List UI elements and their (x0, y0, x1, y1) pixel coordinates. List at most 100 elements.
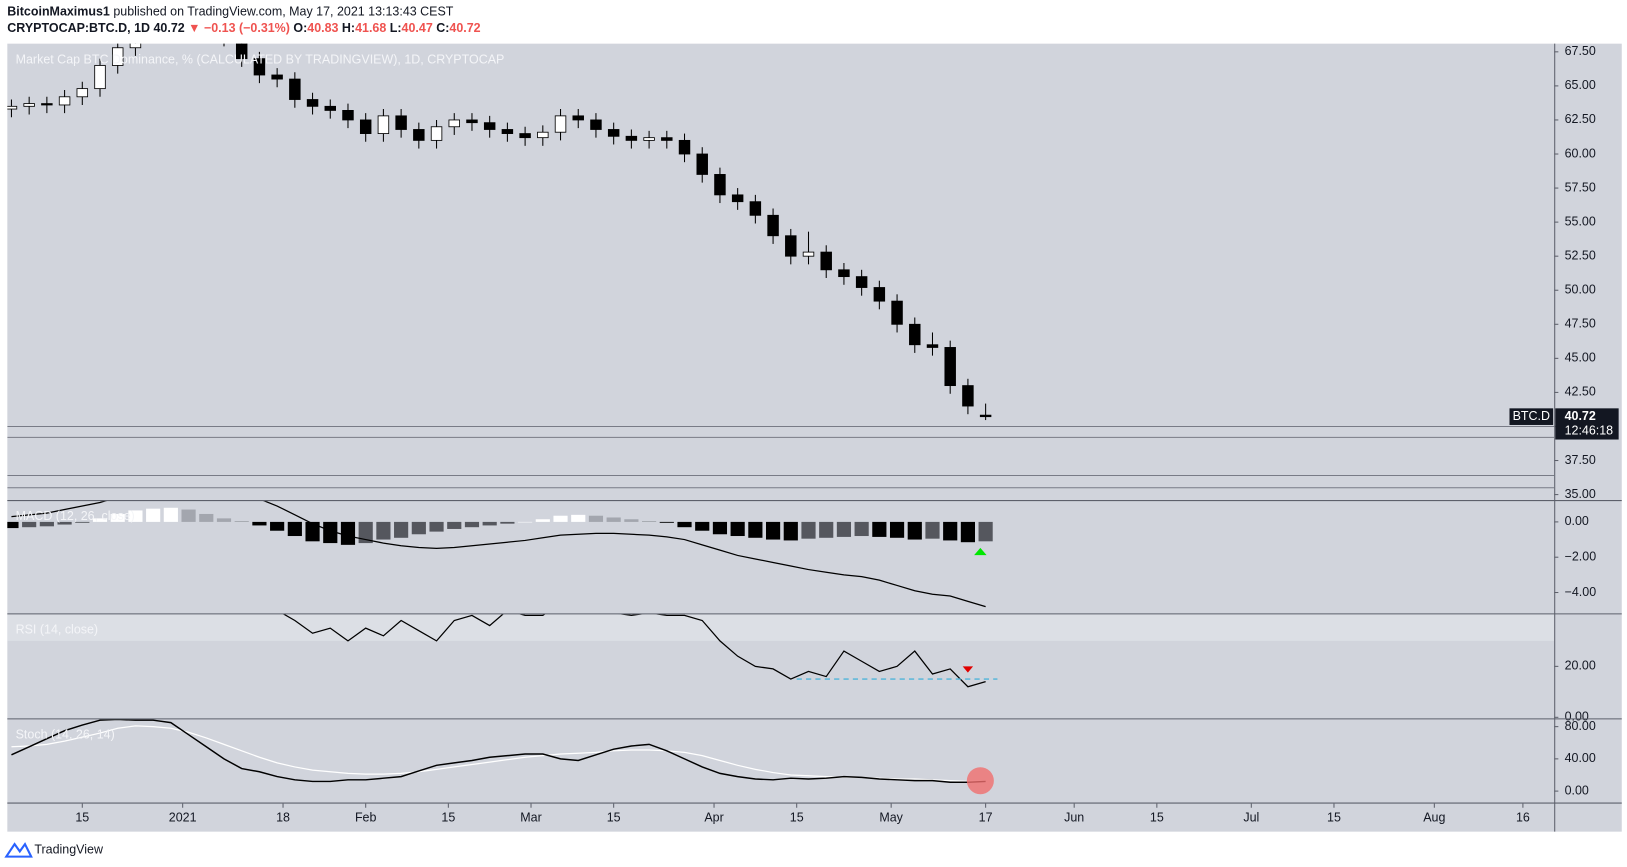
y-tick-label: 47.50 (1565, 317, 1596, 331)
candle-body (767, 214, 779, 237)
y-tick-label: 0.00 (1565, 514, 1589, 528)
histogram-bar (978, 521, 993, 542)
histogram-bar (588, 515, 604, 522)
histogram-bar (411, 521, 426, 535)
y-tick-label: 60.00 (1565, 146, 1596, 160)
symbol-line: CRYPTOCAP:BTC.D, 1D 40.72 ▼ −0.13 (−0.31… (7, 21, 480, 35)
histogram-bar (22, 521, 37, 528)
histogram-bar (7, 521, 19, 529)
candle-body (696, 153, 708, 175)
pane (7, 43, 1555, 489)
candle-body (554, 115, 567, 133)
candle-body (537, 131, 549, 139)
candle-body (643, 137, 655, 141)
histogram-bar (163, 507, 178, 522)
x-tick-label: Mar (520, 810, 541, 824)
pane-legend: Stoch (14, 26, 14) (16, 727, 115, 741)
countdown: 12:46:18 (1565, 424, 1614, 438)
last-price: 40.72 (154, 21, 185, 35)
stoch-d-line (11, 725, 986, 783)
candle-body (289, 78, 301, 100)
y-tick-label: 50.00 (1565, 283, 1596, 297)
candle-body (111, 47, 124, 66)
pane-legend: MACD (12, 26, close) (16, 509, 135, 523)
x-tick-label: Jul (1243, 810, 1259, 824)
histogram-bar (712, 521, 728, 535)
histogram-bar (252, 521, 267, 526)
histogram-bar (765, 521, 781, 540)
histogram-bar (394, 521, 409, 538)
y-tick-label: 55.00 (1565, 214, 1596, 228)
x-tick-label: Apr (704, 810, 723, 824)
x-tick-label: Feb (355, 810, 377, 824)
candle-body (395, 115, 407, 130)
histogram-bar (234, 521, 249, 522)
candle-body (607, 129, 620, 137)
histogram-bar (57, 521, 72, 525)
candle-body (749, 201, 762, 216)
y-tick-label: 37.50 (1565, 453, 1596, 467)
ohlc-label: H: (342, 21, 355, 35)
histogram-bar (110, 513, 125, 522)
candle-body (838, 269, 850, 278)
candle-body (944, 347, 956, 387)
author: BitcoinMaximus1 (7, 5, 110, 19)
histogram-bar (872, 521, 887, 537)
histogram-bar (447, 521, 462, 529)
plot: 35.00 37.50 40.00 42.50 45.00 47.50 50.00 52.50… (7, 43, 1619, 824)
ohlc-label: O: (293, 21, 307, 35)
histogram-bar (305, 521, 320, 542)
logo: TradingView (4, 842, 104, 858)
candle-body (430, 126, 443, 141)
candle-body (855, 276, 868, 288)
candle-body (76, 88, 89, 98)
y-tick-label: 67.50 (1565, 44, 1596, 58)
histogram-bar (783, 521, 798, 541)
x-tick-label: 15 (1150, 810, 1164, 824)
histogram-bar (429, 521, 444, 532)
change: ▼ −0.13 (−0.31%) (188, 21, 290, 35)
x-tick-label: 2021 (169, 810, 197, 824)
histogram-bar (464, 521, 480, 528)
y-tick-label: 57.50 (1565, 180, 1596, 194)
histogram-bar (748, 521, 763, 538)
ohlc-label: L: (390, 21, 402, 35)
histogram-bar (75, 521, 90, 523)
x-tick-label: 15 (1327, 810, 1341, 824)
candle-body (820, 251, 832, 271)
histogram-bar (39, 521, 54, 527)
candle-body (625, 135, 638, 141)
tag-box (1509, 408, 1554, 425)
histogram-bar (518, 521, 533, 523)
logo-icon (4, 842, 33, 858)
candle-body (448, 119, 460, 128)
candle-body (377, 115, 390, 134)
candle-body (342, 109, 354, 121)
histogram-bar (659, 521, 674, 523)
candle-body (41, 103, 53, 106)
candle-body (324, 105, 336, 111)
histogram-bar (606, 517, 621, 522)
histogram-bar (358, 521, 373, 544)
candle-body (519, 133, 531, 139)
histogram-bar (287, 521, 302, 537)
histogram-bar (92, 518, 108, 522)
candle-body (678, 139, 691, 155)
histogram-bar (889, 521, 905, 538)
candle-body (661, 137, 673, 141)
pane (11, 719, 986, 783)
y-tick-label: 0.00 (1565, 783, 1589, 797)
pane-legend: Market Cap BTC Dominance, % (CALCULATED … (16, 53, 505, 67)
candle-body (962, 385, 974, 407)
candle-body (483, 122, 496, 130)
y-tick-label: 35.00 (1565, 487, 1596, 501)
candle-body (129, 43, 142, 49)
histogram-bar (642, 521, 657, 522)
low: 40.47 (402, 21, 433, 35)
x-tick-label: 18 (276, 810, 290, 824)
pane (7, 501, 993, 608)
candle-body (873, 287, 886, 302)
high: 41.68 (355, 21, 386, 35)
candle-body (909, 323, 921, 346)
x-tick-label: Aug (1423, 810, 1445, 824)
